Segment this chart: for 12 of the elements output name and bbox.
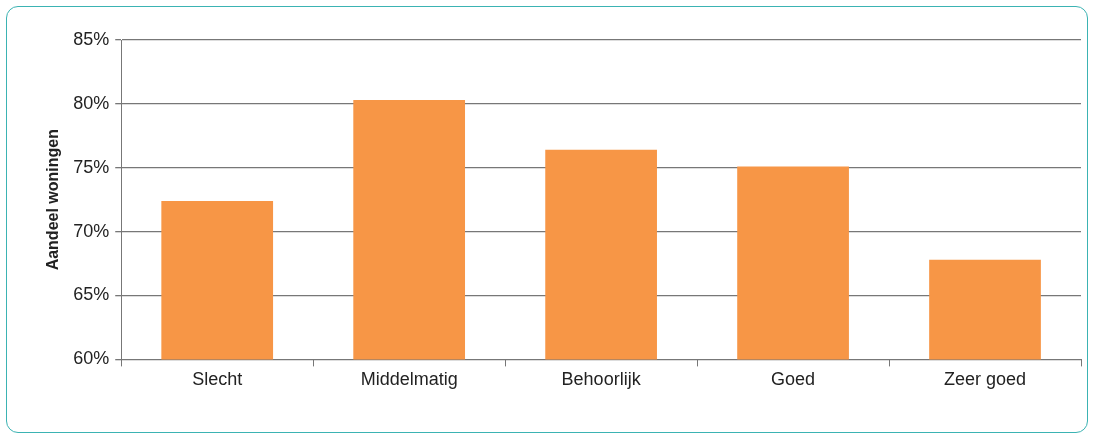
y-tick-label: 70% <box>73 220 110 241</box>
x-tick-label: Goed <box>771 369 816 390</box>
y-tick-label: 80% <box>73 92 110 113</box>
y-axis-title: Aandeel woningen <box>44 129 62 271</box>
x-tick-label: Zeer goed <box>943 369 1027 390</box>
x-tick-label: Slecht <box>192 369 243 390</box>
y-tick-label: 85% <box>73 28 110 49</box>
y-tick-label: 75% <box>73 156 110 177</box>
x-tick-label: Middelmatig <box>360 369 458 390</box>
y-tick-label: 65% <box>73 284 110 305</box>
y-tick-label: 60% <box>73 348 110 369</box>
x-tick-label: Behoorlijk <box>561 369 642 390</box>
